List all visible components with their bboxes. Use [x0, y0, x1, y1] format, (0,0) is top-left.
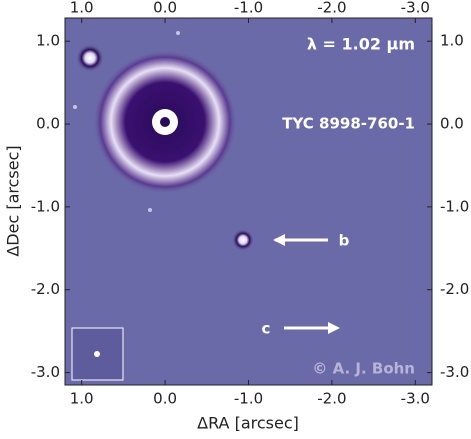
- x-axis-label: ΔRA [arcsec]: [197, 414, 299, 433]
- target-label: TYC 8998-760-1: [282, 115, 415, 133]
- y-tick-label: 0.0: [36, 115, 60, 133]
- x-tick-label: -1.0: [234, 0, 263, 17]
- companion-b: [232, 229, 254, 251]
- y-tick-label: 0.0: [440, 115, 464, 133]
- speck: [148, 208, 152, 212]
- x-tick-label: 0.0: [153, 0, 177, 17]
- x-tick-label: -3.0: [401, 390, 430, 408]
- x-tick-label: -1.0: [234, 390, 263, 408]
- speck: [176, 31, 180, 35]
- y-tick-label: -2.0: [440, 280, 469, 298]
- x-tick-label: 0.0: [153, 390, 177, 408]
- x-tick-label: -2.0: [317, 0, 346, 17]
- y-tick-label: -1.0: [31, 197, 60, 215]
- arrow-c-head: [328, 322, 340, 334]
- y-tick-label: -1.0: [440, 197, 469, 215]
- y-tick-label: -3.0: [440, 363, 469, 381]
- c-label: c: [262, 320, 271, 338]
- star-center: [160, 117, 170, 127]
- x-tick-label: -3.0: [401, 0, 430, 17]
- b-label: b: [339, 232, 350, 250]
- y-axis-label: ΔDec [arcsec]: [4, 145, 23, 256]
- credit: © A. J. Bohn: [312, 360, 415, 378]
- wavelength-label: λ = 1.02 µm: [307, 35, 415, 54]
- y-tick-label: -2.0: [31, 280, 60, 298]
- x-tick-label: 1.0: [70, 390, 94, 408]
- y-tick-label: 1.0: [440, 32, 464, 50]
- arrow-b-head: [273, 234, 285, 246]
- y-tick-label: -3.0: [31, 363, 60, 381]
- bright-star: [76, 44, 104, 72]
- x-tick-label: 1.0: [70, 0, 94, 17]
- speck: [73, 105, 77, 109]
- inset-point: [94, 351, 100, 357]
- x-tick-label: -2.0: [317, 390, 346, 408]
- y-tick-label: 1.0: [36, 32, 60, 50]
